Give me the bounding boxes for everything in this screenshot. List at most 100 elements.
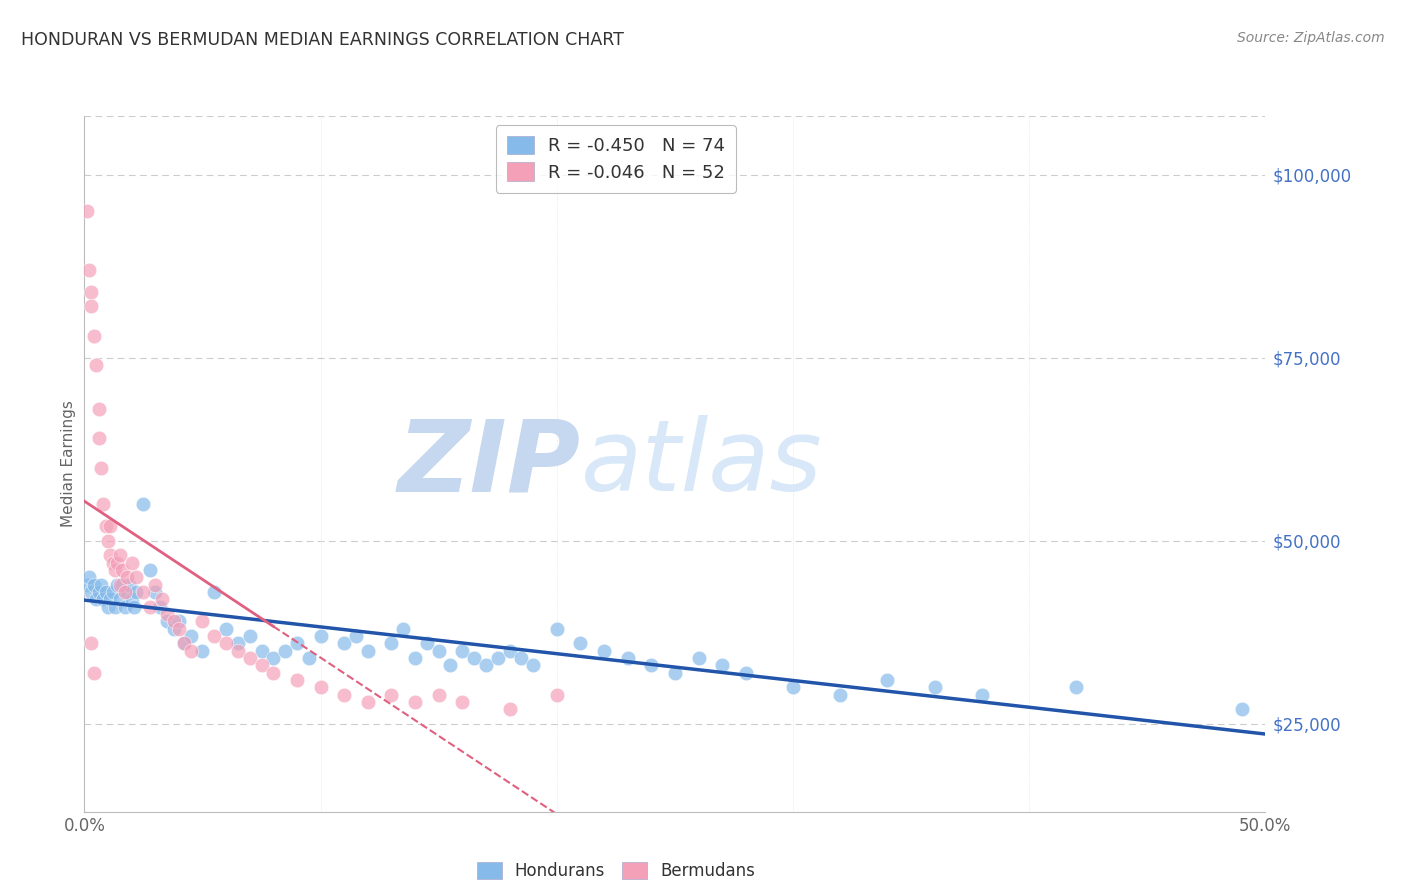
Point bbox=[498, 702, 520, 716]
Point bbox=[876, 673, 898, 687]
Point bbox=[84, 592, 107, 607]
Point bbox=[121, 556, 143, 570]
Point bbox=[226, 643, 249, 657]
Point bbox=[76, 204, 98, 219]
Point bbox=[262, 665, 284, 680]
Point bbox=[344, 629, 367, 643]
Point bbox=[380, 636, 402, 650]
Point bbox=[84, 358, 107, 372]
Point bbox=[143, 585, 166, 599]
Point bbox=[101, 556, 124, 570]
Point bbox=[451, 695, 474, 709]
Point bbox=[475, 658, 498, 673]
Point bbox=[87, 431, 110, 445]
Point bbox=[80, 299, 103, 313]
Point bbox=[924, 680, 946, 694]
Point bbox=[80, 585, 103, 599]
Point bbox=[498, 643, 520, 657]
Point bbox=[664, 665, 686, 680]
Point bbox=[132, 585, 155, 599]
Point bbox=[163, 622, 186, 636]
Point bbox=[149, 599, 172, 614]
Point bbox=[546, 688, 568, 702]
Point bbox=[107, 577, 129, 591]
Point bbox=[108, 549, 131, 563]
Point bbox=[94, 519, 117, 533]
Point bbox=[111, 563, 134, 577]
Point bbox=[250, 643, 273, 657]
Point bbox=[357, 695, 380, 709]
Point bbox=[285, 636, 308, 650]
Point bbox=[640, 658, 662, 673]
Point bbox=[416, 636, 439, 650]
Point bbox=[156, 615, 179, 629]
Point bbox=[262, 651, 284, 665]
Point bbox=[80, 636, 103, 650]
Point bbox=[97, 533, 120, 548]
Point bbox=[115, 585, 138, 599]
Point bbox=[139, 563, 162, 577]
Point bbox=[97, 599, 120, 614]
Point bbox=[125, 570, 148, 584]
Point bbox=[167, 615, 190, 629]
Point bbox=[91, 497, 114, 511]
Point bbox=[108, 592, 131, 607]
Text: Source: ZipAtlas.com: Source: ZipAtlas.com bbox=[1237, 31, 1385, 45]
Point bbox=[107, 556, 129, 570]
Point bbox=[569, 636, 592, 650]
Text: HONDURAN VS BERMUDAN MEDIAN EARNINGS CORRELATION CHART: HONDURAN VS BERMUDAN MEDIAN EARNINGS COR… bbox=[21, 31, 624, 49]
Point bbox=[83, 577, 105, 591]
Point bbox=[191, 615, 214, 629]
Point bbox=[104, 563, 127, 577]
Point bbox=[215, 636, 238, 650]
Point bbox=[439, 658, 461, 673]
Point bbox=[104, 599, 127, 614]
Text: ZIP: ZIP bbox=[398, 416, 581, 512]
Point bbox=[83, 665, 105, 680]
Point bbox=[274, 643, 297, 657]
Point bbox=[782, 680, 804, 694]
Point bbox=[309, 629, 332, 643]
Point bbox=[427, 643, 450, 657]
Point bbox=[427, 688, 450, 702]
Point bbox=[115, 570, 138, 584]
Point bbox=[239, 651, 262, 665]
Point bbox=[94, 585, 117, 599]
Point bbox=[101, 585, 124, 599]
Point bbox=[173, 636, 195, 650]
Point bbox=[180, 629, 202, 643]
Point bbox=[114, 585, 136, 599]
Point bbox=[108, 577, 131, 591]
Legend: Hondurans, Bermudans: Hondurans, Bermudans bbox=[470, 855, 762, 887]
Point bbox=[616, 651, 638, 665]
Point bbox=[132, 497, 155, 511]
Point bbox=[239, 629, 262, 643]
Point bbox=[122, 599, 145, 614]
Point bbox=[121, 592, 143, 607]
Point bbox=[333, 636, 356, 650]
Point bbox=[98, 592, 121, 607]
Point bbox=[404, 651, 426, 665]
Point bbox=[830, 688, 852, 702]
Point bbox=[486, 651, 509, 665]
Point bbox=[357, 643, 380, 657]
Point bbox=[546, 622, 568, 636]
Point bbox=[226, 636, 249, 650]
Point bbox=[191, 643, 214, 657]
Point bbox=[309, 680, 332, 694]
Point bbox=[76, 577, 98, 591]
Point bbox=[404, 695, 426, 709]
Point bbox=[333, 688, 356, 702]
Point bbox=[90, 577, 112, 591]
Point bbox=[91, 592, 114, 607]
Point bbox=[87, 585, 110, 599]
Point bbox=[522, 658, 544, 673]
Point bbox=[156, 607, 179, 621]
Point bbox=[118, 577, 141, 591]
Point bbox=[90, 460, 112, 475]
Point bbox=[298, 651, 321, 665]
Point bbox=[180, 643, 202, 657]
Point bbox=[593, 643, 616, 657]
Point bbox=[173, 636, 195, 650]
Point bbox=[215, 622, 238, 636]
